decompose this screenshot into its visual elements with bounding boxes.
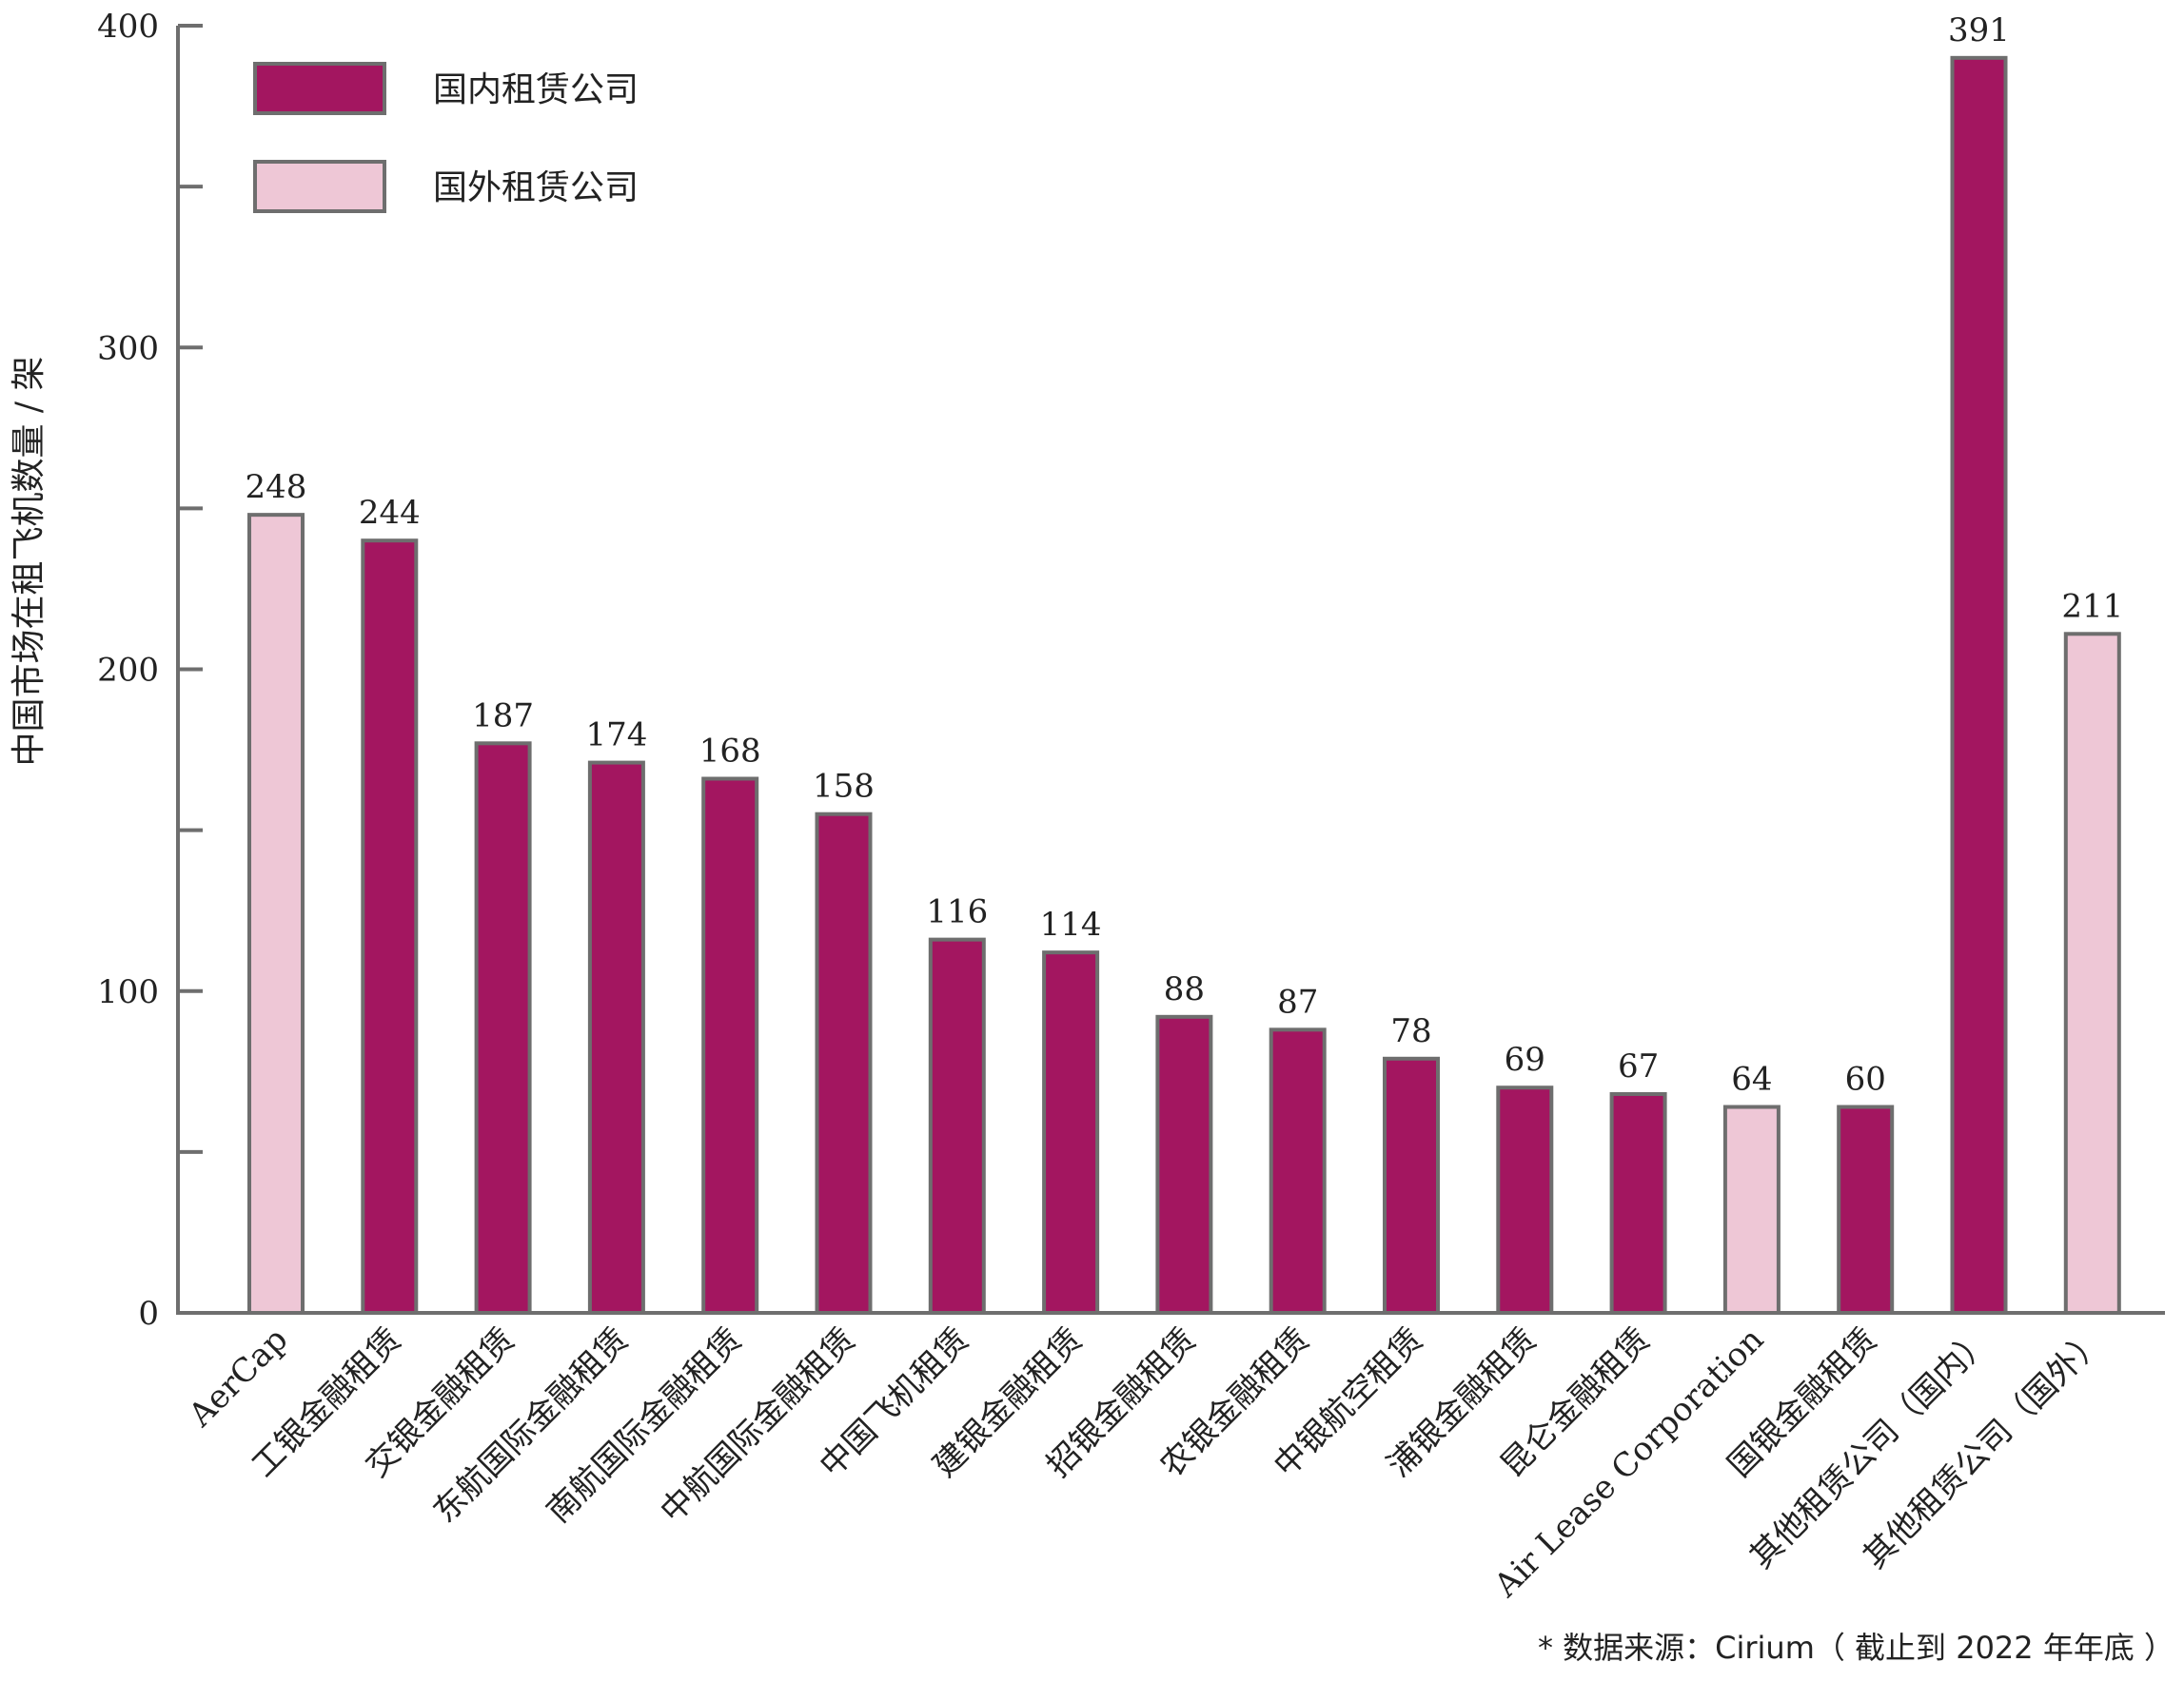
y-tick-label: 0 — [138, 1295, 159, 1333]
bar — [1269, 1027, 1327, 1315]
bar — [928, 937, 986, 1315]
y-axis-title: 中国市场在租飞机数量 / 架 — [10, 356, 49, 766]
value-labels: 248 244 187 174 168 158 116 114 88 87 78 69 67 64 60 39… — [246, 11, 2124, 1099]
bar — [1496, 1085, 1554, 1315]
source-note: * 数据来源：Cirium（ 截止到 2022 年年底 ） — [1538, 1630, 2174, 1666]
bar-value-label: 391 — [1948, 11, 2010, 49]
bar — [587, 760, 645, 1315]
bar — [247, 513, 305, 1315]
bars — [247, 55, 2121, 1316]
bar — [815, 812, 873, 1315]
x-tick-label: AerCap — [181, 1320, 295, 1435]
legend: 国内租赁公司 国外租赁公司 — [253, 62, 639, 213]
bar-value-label: 78 — [1390, 1012, 1431, 1050]
bar-value-label: 116 — [926, 893, 988, 931]
bar — [1155, 1014, 1213, 1316]
y-tick-label: 200 — [97, 652, 159, 690]
bar — [361, 538, 419, 1315]
bar-value-label: 211 — [2061, 587, 2123, 625]
bar-value-label: 69 — [1505, 1041, 1545, 1079]
bar — [701, 776, 759, 1315]
x-tick-label: 中航国际金融租赁 — [653, 1320, 863, 1531]
y-tick-label: 100 — [97, 973, 159, 1011]
bar — [1042, 950, 1100, 1315]
bar-value-label: 60 — [1845, 1061, 1886, 1099]
bar-value-label: 158 — [813, 768, 875, 806]
bar — [474, 741, 532, 1315]
bar-value-label: 64 — [1731, 1061, 1772, 1099]
bar-value-label: 248 — [246, 468, 307, 506]
bar-value-label: 67 — [1618, 1047, 1659, 1085]
legend-label-foreign: 国外租赁公司 — [433, 168, 639, 207]
x-tick-label: 东航国际金融租赁 — [426, 1320, 637, 1531]
bar — [1837, 1105, 1895, 1316]
y-tick-label: 400 — [97, 8, 159, 46]
bar-value-label: 244 — [359, 494, 421, 532]
y-ticks: 0 100 200 300 400 — [97, 8, 203, 1333]
bar — [2063, 632, 2121, 1315]
bar-value-label: 114 — [1040, 906, 1102, 944]
bar — [1950, 55, 2008, 1316]
bar — [1383, 1056, 1440, 1315]
bar — [1722, 1105, 1781, 1316]
bar-value-label: 168 — [699, 733, 761, 771]
x-tick-label: 南航国际金融租赁 — [540, 1320, 750, 1531]
bar-value-label: 187 — [472, 696, 534, 734]
bar — [1609, 1091, 1667, 1315]
legend-swatch-foreign — [253, 160, 386, 213]
y-tick-label: 300 — [97, 329, 159, 367]
category-labels: AerCap工银金融租赁交银金融租赁东航国际金融租赁南航国际金融租赁中航国际金融… — [181, 1320, 2112, 1605]
legend-label-domestic: 国内租赁公司 — [433, 70, 639, 109]
bar-value-label: 88 — [1164, 970, 1205, 1008]
bar-value-label: 87 — [1277, 983, 1318, 1021]
legend-swatch-domestic — [253, 62, 386, 115]
bar-value-label: 174 — [585, 716, 647, 754]
